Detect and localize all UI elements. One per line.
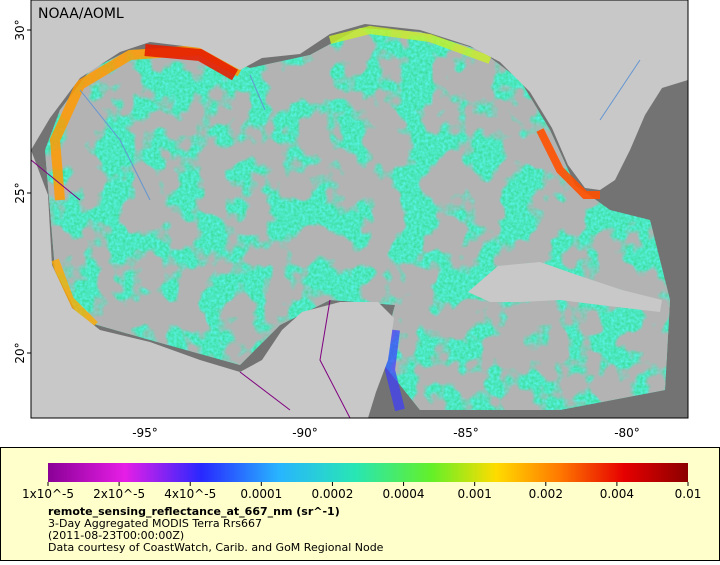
land-north (31, 0, 688, 190)
coastal-high (144, 44, 238, 81)
colorbar (48, 463, 688, 482)
colorbar-label: 2x10^-5 (93, 487, 145, 501)
colorbar-label: 0.004 (600, 487, 634, 501)
colorbar-labels: 1x10^-5 2x10^-5 4x10^-5 0.0001 0.0002 0.0004 0… (22, 482, 701, 501)
lon-label: -80° (614, 426, 640, 440)
watermark: NOAA/AOML (38, 6, 124, 22)
watermark-bg (33, 2, 133, 24)
colorbar-label: 0.0001 (240, 487, 282, 501)
colorbar-label: 0.0004 (383, 487, 425, 501)
river (79, 59, 641, 201)
lon-label: -85° (453, 426, 479, 440)
map-frame (30, 0, 689, 419)
caption-line: Data courtesy of CoastWatch, Carib. and … (48, 541, 384, 554)
caption-line: (2011-08-23T00:00:00Z) (48, 529, 184, 542)
coastal-low (384, 329, 405, 412)
colorbar-label: 0.01 (675, 487, 702, 501)
land-cuba (468, 262, 662, 312)
lon-axis: -95° -90° -85° -80° (132, 426, 640, 440)
data-gaps (45, 28, 670, 410)
border (31, 159, 351, 418)
map-area: NOAA/AOML (31, 0, 688, 418)
colorbar-label: 0.001 (457, 487, 491, 501)
lat-label: 30° (13, 19, 27, 40)
colorbar-label: 0.002 (529, 487, 563, 501)
colorbar-label: 1x10^-5 (22, 487, 74, 501)
colorbar-label: 0.0002 (311, 487, 353, 501)
land-mexico (31, 150, 394, 418)
lon-label: -90° (292, 426, 318, 440)
colorbar-label: 4x10^-5 (164, 487, 216, 501)
caption-title: remote_sensing_reflectance_at_667_nm (sr… (48, 505, 340, 518)
lon-label: -95° (132, 426, 158, 440)
coastal-high (51, 258, 98, 328)
coastal-high (329, 25, 492, 64)
lat-axis: 30° 25° 20° (13, 19, 31, 364)
lat-label: 20° (13, 342, 27, 363)
caption-line: 3-Day Aggregated MODIS Terra Rrs667 (48, 517, 262, 530)
coastal-high (536, 128, 600, 199)
lat-label: 25° (13, 182, 27, 203)
